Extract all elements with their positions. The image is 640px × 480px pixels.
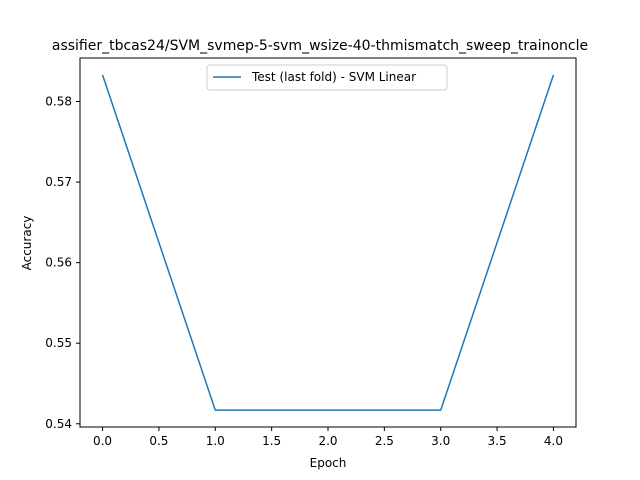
x-tick-label: 0.0: [93, 434, 112, 448]
x-tick-label: 1.0: [206, 434, 225, 448]
x-tick-label: 0.5: [149, 434, 168, 448]
series-layer: [101, 74, 555, 411]
x-tick-label: 1.5: [262, 434, 281, 448]
x-axis-label: Epoch: [310, 456, 347, 470]
x-axis: 0.0 0.5 1.0 1.5 2.0 2.5 3.0 3.5 4.0: [93, 427, 563, 448]
x-tick-label: 2.5: [375, 434, 394, 448]
x-tick-label: 4.0: [544, 434, 563, 448]
plot-frame: [79, 57, 577, 428]
x-tick-label: 3.0: [431, 434, 450, 448]
y-axis-label: Accuracy: [20, 216, 34, 271]
legend-box: [206, 64, 448, 91]
series-line: [101, 74, 555, 411]
y-tick-label: 0.56: [45, 256, 72, 270]
x-tick-label: 2.0: [318, 434, 337, 448]
chart-title: assifier_tbcas24/SVM_svmep-5-svm_wsize-4…: [52, 38, 588, 54]
x-tick-label: 3.5: [488, 434, 507, 448]
y-tick-label: 0.55: [45, 336, 72, 350]
y-tick-label: 0.58: [45, 95, 72, 109]
legend: Test (last fold) - SVM Linear: [206, 64, 448, 91]
y-tick-label: 0.57: [45, 175, 72, 189]
y-tick-label: 0.54: [45, 417, 72, 431]
legend-entry-label: Test (last fold) - SVM Linear: [251, 70, 416, 84]
y-axis: 0.54 0.55 0.56 0.57 0.58: [45, 95, 80, 431]
